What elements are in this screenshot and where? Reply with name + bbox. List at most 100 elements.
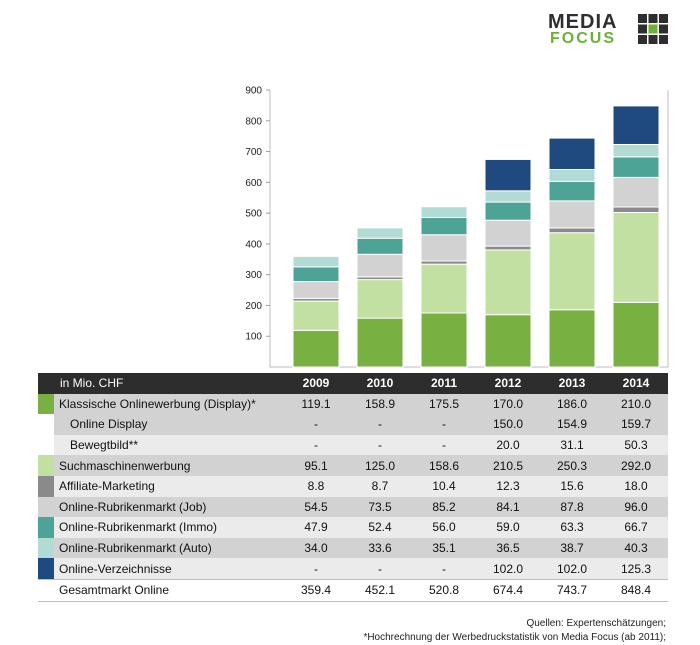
bar-segment (548, 137, 596, 170)
bar-segment (484, 190, 532, 203)
year-header: 2010 (348, 373, 412, 394)
cell-value: 250.3 (540, 455, 604, 476)
row-label: Suchmaschinenwerbung (54, 455, 284, 476)
legend-swatch (38, 517, 54, 538)
cell-value: 18.0 (604, 475, 668, 497)
bar-segment (484, 219, 532, 247)
cell-value: 452.1 (348, 578, 412, 602)
y-axis: 100 200 300 400 500 600 700 800 900 (245, 86, 669, 368)
bar-segment (548, 309, 596, 368)
table-row: Klassische Onlinewerbung (Display)* 119.1… (38, 393, 668, 415)
unit-label: in Mio. CHF (38, 373, 284, 394)
row-label: Online-Rubrikenmarkt (Job) (54, 496, 284, 518)
cell-value: 520.8 (412, 578, 476, 602)
plot-frame (269, 90, 669, 368)
y-tick-label: 500 (245, 209, 262, 220)
cell-value: 150.0 (476, 414, 540, 435)
cell-value: 158.6 (412, 455, 476, 476)
y-tick-label: 100 (245, 332, 262, 343)
cell-value: 119.1 (284, 393, 348, 415)
bar-segment (612, 176, 660, 208)
bar-segment (356, 253, 404, 278)
row-label: Online-Rubrikenmarkt (Immo) (54, 517, 284, 538)
y-tick-label: 800 (245, 116, 262, 127)
cell-value: 154.9 (540, 414, 604, 435)
cell-value: - (284, 434, 348, 456)
y-tick-label: 900 (245, 86, 262, 97)
table-row: Online-Rubrikenmarkt (Job) 54.5 73.5 85.2 84… (38, 496, 668, 518)
bars (292, 105, 660, 368)
bar-segment (548, 168, 596, 182)
cell-value: 84.1 (476, 496, 540, 518)
legend-swatch (38, 455, 54, 476)
bar-segment (612, 156, 660, 178)
y-tick-label: 400 (245, 239, 262, 250)
bar-segment (612, 143, 660, 158)
cell-value: 95.1 (284, 455, 348, 476)
cell-value: - (284, 414, 348, 435)
table-row: Online-Verzeichnisse - - -102.0 102.0 125.3 (38, 558, 668, 580)
bar-segment (612, 105, 660, 145)
table-row: Suchmaschinenwerbung 95.1 125.0 158.6 210.5 2… (38, 455, 668, 476)
cell-value: 54.5 (284, 496, 348, 518)
bar-segment (612, 211, 660, 303)
cell-value: 158.9 (348, 393, 412, 415)
cell-value: 848.4 (604, 578, 668, 602)
bar-segment (484, 314, 532, 368)
bar-segment (292, 300, 340, 331)
cell-value: 36.5 (476, 537, 540, 559)
media-focus-logo: MEDIA FOCUS (548, 12, 673, 47)
cell-value: 50.3 (604, 434, 668, 456)
row-label: Online-Rubrikenmarkt (Auto) (54, 537, 284, 559)
year-header: 2012 (476, 373, 540, 394)
table-row: Bewegtbild** - - -20.0 31.1 50.3 (38, 434, 668, 456)
cell-value: 125.3 (604, 558, 668, 580)
footnote-line: *Hochrechnung der Werbedruckstatistik vo… (363, 632, 666, 643)
bar-segment (484, 245, 532, 251)
cell-value: 170.0 (476, 393, 540, 415)
row-label: Online-Verzeichnisse (54, 558, 284, 580)
bar-segment (292, 266, 340, 283)
bar-segment (612, 301, 660, 368)
table-row: Online-Rubrikenmarkt (Immo) 47.9 52.4 56.0 5… (38, 517, 668, 538)
bar-segment (548, 232, 596, 311)
cell-value: 38.7 (540, 537, 604, 559)
year-header: 2009 (284, 373, 348, 394)
cell-value: 175.5 (412, 393, 476, 415)
bar-segment (292, 255, 340, 268)
bar-segment (292, 329, 340, 368)
cell-value: 87.8 (540, 496, 604, 518)
cell-value: 186.0 (540, 393, 604, 415)
cell-value: 31.1 (540, 434, 604, 456)
legend-swatch (38, 393, 54, 415)
year-header: 2014 (604, 373, 668, 394)
bar-segment (548, 180, 596, 202)
cell-value: - (348, 434, 412, 456)
row-label: Affiliate-Marketing (54, 475, 284, 497)
cell-value: 10.4 (412, 475, 476, 497)
table-row: Online-Rubrikenmarkt (Auto) 34.0 33.6 35.1 3… (38, 537, 668, 559)
y-tick-label: 200 (245, 301, 262, 312)
row-label: Online Display (54, 414, 284, 435)
cell-value: - (412, 414, 476, 435)
data-table: in Mio. CHF 2009 2010 2011 2012 2013 201… (38, 373, 668, 602)
cell-value: - (412, 434, 476, 456)
cell-value: - (348, 414, 412, 435)
cell-value: 47.9 (284, 517, 348, 538)
cell-value: 210.5 (476, 455, 540, 476)
y-tick-label: 300 (245, 270, 262, 281)
cell-value: 12.3 (476, 475, 540, 497)
cell-value: 33.6 (348, 537, 412, 559)
bar-segment (484, 158, 532, 192)
cell-value: 125.0 (348, 455, 412, 476)
legend-swatch (38, 434, 54, 456)
legend-swatch (38, 558, 54, 580)
cell-value: 35.1 (412, 537, 476, 559)
bar-segment (612, 206, 660, 213)
cell-value: 40.3 (604, 537, 668, 559)
sources-note: Quellen: Expertenschätzungen; *Hochrechn… (363, 617, 666, 645)
cell-value: 159.7 (604, 414, 668, 435)
cell-value: 56.0 (412, 517, 476, 538)
row-label: Klassische Onlinewerbung (Display)* (54, 393, 284, 415)
table-row: Online Display - - -150.0 154.9 159.7 (38, 414, 668, 435)
